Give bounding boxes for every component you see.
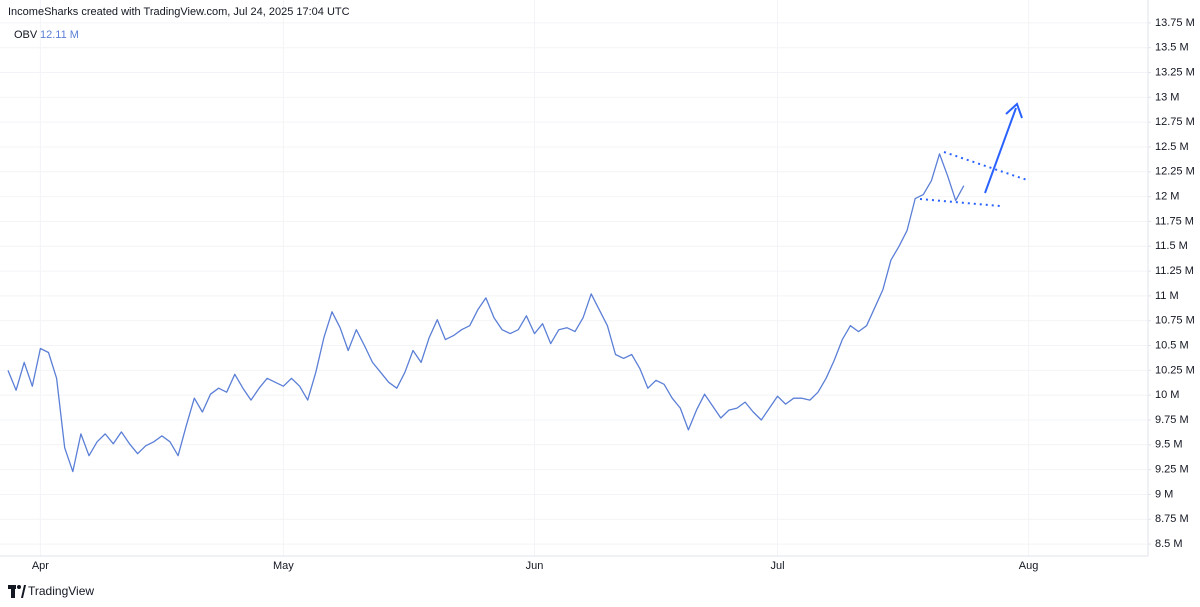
- trendline: [919, 198, 1001, 207]
- plot: [7, 153, 965, 473]
- legend-value: 12.11 M: [40, 29, 79, 41]
- x-tick-label: Jun: [526, 560, 544, 572]
- y-tick-label: 12.5 M: [1155, 141, 1189, 153]
- watermark: TradingView: [28, 584, 94, 598]
- y-tick-label: 13 M: [1155, 91, 1179, 103]
- logo-mark: [21, 585, 26, 598]
- y-tick-label: 9.25 M: [1155, 464, 1189, 476]
- y-tick-label: 9.75 M: [1155, 414, 1189, 426]
- x-tick-label: May: [273, 560, 294, 572]
- grid: [0, 0, 1148, 556]
- arrow-head: [1005, 102, 1023, 119]
- y-tick-label: 10 M: [1155, 389, 1179, 401]
- y-tick-label: 10.25 M: [1155, 364, 1195, 376]
- y-tick-label: 11.75 M: [1155, 215, 1194, 227]
- chart-title: IncomeSharks created with TradingView.co…: [8, 6, 350, 18]
- legend-name: OBV: [14, 29, 38, 41]
- logo-mark: [17, 585, 21, 589]
- y-tick-label: 12.75 M: [1155, 116, 1195, 128]
- logo-mark: [8, 585, 16, 589]
- arrow: [984, 107, 1017, 194]
- y-tick-label: 13.5 M: [1155, 42, 1189, 54]
- y-tick-label: 11.25 M: [1155, 265, 1194, 277]
- y-tick-label: 9 M: [1155, 488, 1173, 500]
- y-tick-label: 8.5 M: [1155, 538, 1183, 550]
- x-tick-label: Apr: [32, 560, 49, 572]
- y-tick-label: 11 M: [1155, 290, 1179, 302]
- logo-mark: [11, 589, 15, 598]
- y-tick-label: 12 M: [1155, 191, 1179, 203]
- logo: [8, 585, 26, 598]
- obv-line: [7, 153, 965, 473]
- y-tick-label: 8.75 M: [1155, 513, 1189, 525]
- x-tick-label: Aug: [1019, 560, 1039, 572]
- y-tick-label: 11.5 M: [1155, 240, 1188, 252]
- y-tick-label: 10.5 M: [1155, 339, 1189, 351]
- x-tick-label: Jul: [770, 560, 784, 572]
- y-tick-label: 12.25 M: [1155, 166, 1195, 178]
- trendline: [943, 151, 1028, 181]
- y-tick-label: 10.75 M: [1155, 315, 1195, 327]
- y-tick-label: 9.5 M: [1155, 439, 1183, 451]
- y-tick-label: 13.75 M: [1155, 17, 1195, 29]
- y-tick-label: 13.25 M: [1155, 66, 1195, 78]
